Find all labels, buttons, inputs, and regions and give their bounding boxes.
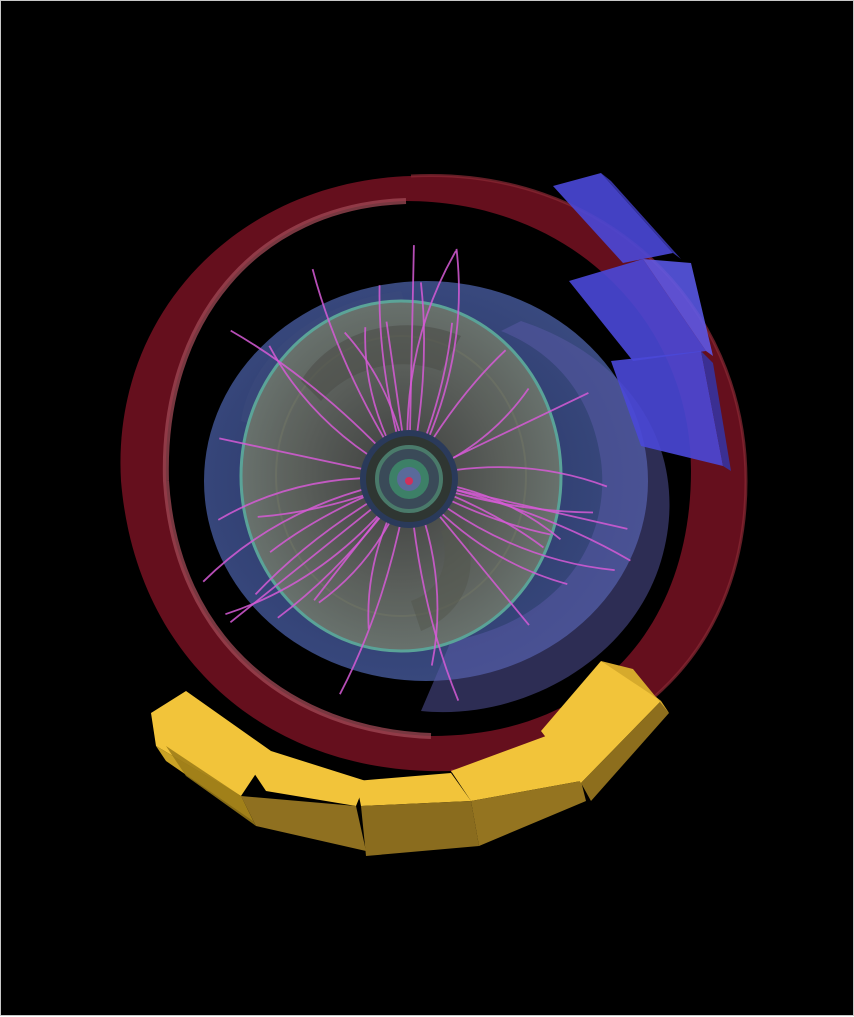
muon-chamber-2 [569,259,706,361]
calorimeter-segments [151,661,669,856]
calorimeter-segment-3 [356,773,471,806]
muon-ring-inner-edge [162,198,432,739]
interaction-point [405,477,413,485]
muon-chamber-1 [553,173,673,263]
calorimeter-segment-1 [151,691,271,796]
vertex-detector [360,430,458,528]
calorimeter-segment-5 [541,661,661,783]
muon-chamber-3 [611,351,723,466]
muon-chambers [553,173,731,471]
particle-tracks [202,245,631,701]
calorimeter-segment-2 [246,751,366,806]
calorimeter-segment-4 [451,736,581,801]
